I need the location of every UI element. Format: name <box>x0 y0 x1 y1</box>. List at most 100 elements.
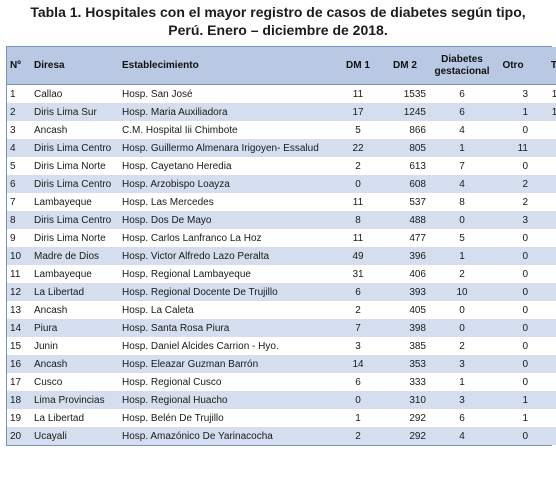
header-establecimiento: Establecimiento <box>119 47 335 85</box>
cell-n: 19 <box>7 409 31 427</box>
cell-dm1: 1 <box>335 409 381 427</box>
cell-otro: 0 <box>495 301 531 319</box>
cell-gestacional: 5 <box>429 229 495 247</box>
cell-dm2: 1245 <box>381 103 429 121</box>
cell-establecimiento: Hosp. Victor Alfredo Lazo Peralta <box>119 247 335 265</box>
table-row: 15 Junin Hosp. Daniel Alcides Carrion - Hy… <box>7 337 556 355</box>
cell-gestacional: 4 <box>429 121 495 139</box>
table-row: 5 Diris Lima Norte Hosp. Cayetano Heredia 2… <box>7 157 556 175</box>
cell-diresa: Cusco <box>31 373 119 391</box>
cell-dm1: 0 <box>335 175 381 193</box>
cell-gestacional: 4 <box>429 175 495 193</box>
cell-n: 4 <box>7 139 31 157</box>
cell-gestacional: 7 <box>429 157 495 175</box>
cell-n: 14 <box>7 319 31 337</box>
cell-dm1: 2 <box>335 157 381 175</box>
table-row: 2 Diris Lima Sur Hosp. Maria Auxiliadora 17… <box>7 103 556 121</box>
cell-gestacional: 6 <box>429 103 495 121</box>
table-row: 4 Diris Lima Centro Hosp. Guillermo Almena… <box>7 139 556 157</box>
cell-establecimiento: Hosp. Amazónico De Yarinacocha <box>119 427 335 445</box>
header-gestacional-line-1: Diabetes <box>441 53 483 65</box>
cell-gestacional: 10 <box>429 283 495 301</box>
cell-gestacional: 3 <box>429 355 495 373</box>
cell-total: 390 <box>531 337 556 355</box>
cell-dm1: 22 <box>335 139 381 157</box>
cell-total: 622 <box>531 157 556 175</box>
cell-gestacional: 0 <box>429 319 495 337</box>
cell-otro: 1 <box>495 391 531 409</box>
cell-dm2: 292 <box>381 409 429 427</box>
cell-dm1: 5 <box>335 121 381 139</box>
header-dm1: DM 1 <box>335 47 381 85</box>
table-title-line-2: Perú. Enero – diciembre de 2018. <box>168 22 388 38</box>
table-header-row: Nº Diresa Establecimiento DM 1 DM 2 Diab… <box>7 47 556 85</box>
cell-establecimiento: Hosp. Maria Auxiliadora <box>119 103 335 121</box>
cell-diresa: Ancash <box>31 355 119 373</box>
cell-dm2: 477 <box>381 229 429 247</box>
cell-diresa: Diris Lima Centro <box>31 211 119 229</box>
header-otro: Otro <box>495 47 531 85</box>
table-row: 10 Madre de Dios Hosp. Victor Alfredo Lazo… <box>7 247 556 265</box>
header-gestacional: Diabetes gestacional <box>429 47 495 85</box>
cell-establecimiento: Hosp. Santa Rosa Piura <box>119 319 335 337</box>
cell-total: 314 <box>531 391 556 409</box>
cell-diresa: Ucayali <box>31 427 119 445</box>
cell-diresa: Madre de Dios <box>31 247 119 265</box>
cell-total: 493 <box>531 229 556 247</box>
cell-gestacional: 1 <box>429 139 495 157</box>
cell-diresa: Diris Lima Centro <box>31 139 119 157</box>
cell-dm2: 537 <box>381 193 429 211</box>
cell-dm1: 0 <box>335 391 381 409</box>
cell-n: 9 <box>7 229 31 247</box>
cell-dm2: 805 <box>381 139 429 157</box>
cell-total: 446 <box>531 247 556 265</box>
cell-gestacional: 8 <box>429 193 495 211</box>
table-row: 12 La Libertad Hosp. Regional Docente De T… <box>7 283 556 301</box>
cell-establecimiento: Hosp. Las Mercedes <box>119 193 335 211</box>
cell-n: 11 <box>7 265 31 283</box>
cell-otro: 2 <box>495 193 531 211</box>
cell-total: 839 <box>531 139 556 157</box>
cell-total: 409 <box>531 283 556 301</box>
cell-otro: 0 <box>495 247 531 265</box>
cell-dm1: 2 <box>335 301 381 319</box>
cell-establecimiento: Hosp. Eleazar Guzman Barrón <box>119 355 335 373</box>
cell-diresa: Diris Lima Norte <box>31 229 119 247</box>
cell-establecimiento: Hosp. Regional Lambayeque <box>119 265 335 283</box>
header-total: Total <box>531 47 556 85</box>
cell-n: 12 <box>7 283 31 301</box>
cell-gestacional: 1 <box>429 247 495 265</box>
cell-total: 370 <box>531 355 556 373</box>
cell-otro: 3 <box>495 84 531 103</box>
cell-gestacional: 0 <box>429 301 495 319</box>
cell-diresa: Lambayeque <box>31 265 119 283</box>
cell-dm2: 613 <box>381 157 429 175</box>
cell-total: 405 <box>531 319 556 337</box>
cell-diresa: Ancash <box>31 121 119 139</box>
cell-n: 15 <box>7 337 31 355</box>
cell-diresa: Ancash <box>31 301 119 319</box>
cell-otro: 0 <box>495 355 531 373</box>
cell-establecimiento: Hosp. Arzobispo Loayza <box>119 175 335 193</box>
cell-dm1: 2 <box>335 427 381 445</box>
cell-otro: 0 <box>495 283 531 301</box>
table-row: 8 Diris Lima Centro Hosp. Dos De Mayo 8 488 0… <box>7 211 556 229</box>
cell-dm1: 3 <box>335 337 381 355</box>
header-diresa: Diresa <box>31 47 119 85</box>
cell-dm1: 11 <box>335 193 381 211</box>
table-row: 20 Ucayali Hosp. Amazónico De Yarinacocha 2… <box>7 427 556 445</box>
cell-dm2: 353 <box>381 355 429 373</box>
hospital-table: Nº Diresa Establecimiento DM 1 DM 2 Diab… <box>6 46 556 446</box>
cell-establecimiento: Hosp. Carlos Lanfranco La Hoz <box>119 229 335 247</box>
cell-diresa: Diris Lima Sur <box>31 103 119 121</box>
cell-otro: 0 <box>495 427 531 445</box>
table-row: 6 Diris Lima Centro Hosp. Arzobispo Loayza… <box>7 175 556 193</box>
cell-total: 875 <box>531 121 556 139</box>
cell-dm1: 11 <box>335 229 381 247</box>
cell-n: 20 <box>7 427 31 445</box>
cell-n: 6 <box>7 175 31 193</box>
cell-establecimiento: Hosp. Daniel Alcides Carrion - Hyo. <box>119 337 335 355</box>
